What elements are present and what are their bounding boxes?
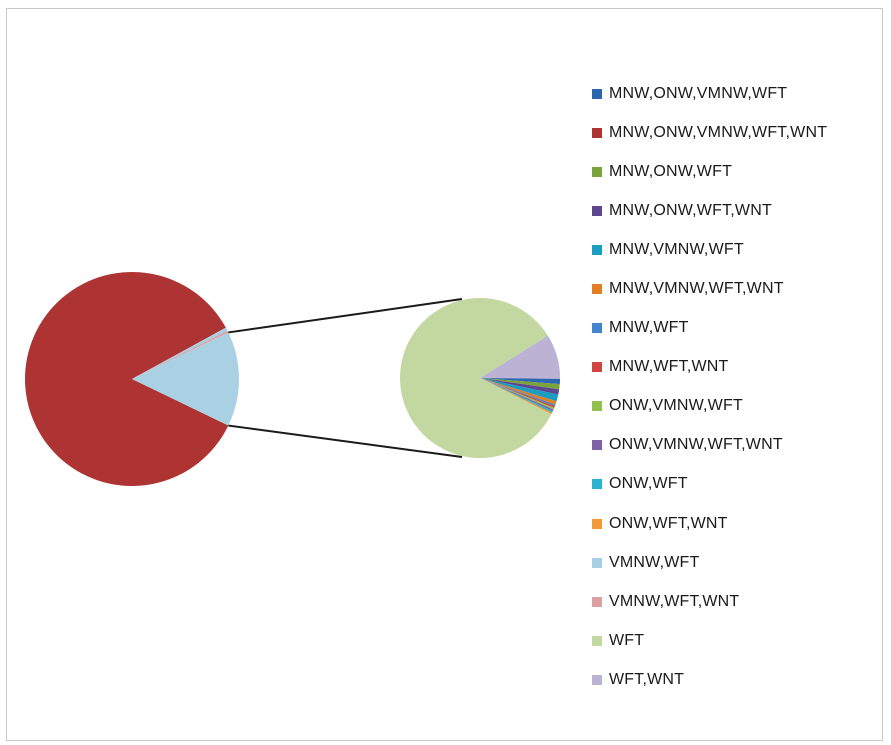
legend-item: MNW,ONW,VMNW,WFT bbox=[592, 74, 882, 113]
pie-slice-other bbox=[132, 332, 240, 426]
legend-swatch bbox=[592, 244, 602, 255]
legend-swatch bbox=[592, 518, 602, 529]
legend-label: VMNW,WFT bbox=[609, 553, 700, 571]
connector-lines bbox=[228, 298, 463, 458]
legend-label: MNW,ONW,VMNW,WFT bbox=[609, 84, 788, 102]
legend-item: ONW,WFT bbox=[592, 465, 882, 504]
legend-swatch bbox=[592, 401, 602, 412]
legend-item: MNW,VMNW,WFT bbox=[592, 230, 882, 269]
legend-swatch bbox=[592, 479, 602, 490]
pie-slice-mnw-wft-wnt bbox=[480, 378, 555, 408]
legend-swatch bbox=[592, 284, 602, 295]
legend-swatch bbox=[592, 440, 602, 451]
legend-label: MNW,ONW,WFT bbox=[609, 162, 733, 180]
pie-slice-mnw-vmnw-wft-wnt bbox=[480, 378, 557, 405]
legend-swatch bbox=[592, 362, 602, 373]
legend-item: MNW,ONW,WFT bbox=[592, 152, 882, 191]
pie-slice-onw-vmnw-wft bbox=[480, 378, 555, 410]
pie-slice-onw-wft-wnt bbox=[480, 378, 553, 415]
legend-item: MNW,WFT,WNT bbox=[592, 348, 882, 387]
legend-item: MNW,WFT bbox=[592, 309, 882, 348]
legend-label: ONW,WFT bbox=[609, 475, 688, 493]
pie-slice-mnw-vmnw-wft bbox=[480, 378, 559, 402]
legend-label: MNW,ONW,VMNW,WFT,WNT bbox=[609, 123, 828, 141]
legend-item: ONW,VMNW,WFT,WNT bbox=[592, 426, 882, 465]
pie-slice-mnw-wft bbox=[480, 378, 556, 407]
main-pie bbox=[24, 272, 240, 487]
pie-slice-onw-wft bbox=[480, 378, 553, 413]
legend-item: WFT,WNT bbox=[592, 660, 882, 699]
legend-item: ONW,VMNW,WFT bbox=[592, 387, 882, 426]
legend-swatch bbox=[592, 557, 602, 568]
pie-slice-mnw-onw-vmnw-wft bbox=[480, 378, 560, 385]
legend-label: VMNW,WFT,WNT bbox=[609, 592, 740, 610]
pie-slice-mnw-onw-wft bbox=[480, 378, 560, 390]
legend-label: ONW,VMNW,WFT bbox=[609, 397, 743, 415]
legend-label: ONW,WFT,WNT bbox=[609, 514, 728, 532]
legend-swatch bbox=[592, 166, 602, 177]
legend-label: WFT bbox=[609, 631, 645, 649]
legend-item: MNW,ONW,WFT,WNT bbox=[592, 191, 882, 230]
legend-swatch bbox=[592, 127, 602, 138]
legend-label: MNW,VMNW,WFT,WNT bbox=[609, 280, 784, 298]
legend-swatch bbox=[592, 674, 602, 685]
pie-slice-wft bbox=[399, 298, 552, 459]
pie-slice-mnw-onw-wft-wnt bbox=[480, 378, 560, 395]
legend-item: ONW,WFT,WNT bbox=[592, 504, 882, 543]
connector-line-bottom bbox=[228, 424, 463, 458]
legend-label: ONW,VMNW,WFT,WNT bbox=[609, 436, 783, 454]
connector-line-top bbox=[228, 298, 463, 334]
legend-label: MNW,WFT bbox=[609, 319, 689, 337]
pie-slice-wft-wnt bbox=[480, 335, 561, 379]
legend-item: VMNW,WFT bbox=[592, 543, 882, 582]
legend-swatch bbox=[592, 596, 602, 607]
pie-slice-mnw-onw-vmnw-wft-wnt bbox=[24, 272, 229, 487]
legend-swatch bbox=[592, 205, 602, 216]
legend-swatch bbox=[592, 635, 602, 646]
legend-item: WFT bbox=[592, 621, 882, 660]
pie-slice-vmnw-wft-wnt bbox=[132, 330, 229, 379]
pie-slice-onw-vmnw-wft-wnt bbox=[480, 378, 554, 412]
legend-item: VMNW,WFT,WNT bbox=[592, 582, 882, 621]
legend-swatch bbox=[592, 323, 602, 334]
legend-item: MNW,VMNW,WFT,WNT bbox=[592, 269, 882, 308]
legend-label: MNW,VMNW,WFT bbox=[609, 240, 744, 258]
legend-label: MNW,WFT,WNT bbox=[609, 358, 729, 376]
legend-item: MNW,ONW,VMNW,WFT,WNT bbox=[592, 113, 882, 152]
legend-label: MNW,ONW,WFT,WNT bbox=[609, 201, 772, 219]
pie-slice-vmnw-wft bbox=[132, 327, 228, 379]
legend-label: WFT,WNT bbox=[609, 670, 685, 688]
secondary-pie bbox=[399, 298, 561, 459]
legend: MNW,ONW,VMNW,WFT MNW,ONW,VMNW,WFT,WNT MNW,… bbox=[592, 74, 882, 700]
legend-swatch bbox=[592, 88, 602, 99]
